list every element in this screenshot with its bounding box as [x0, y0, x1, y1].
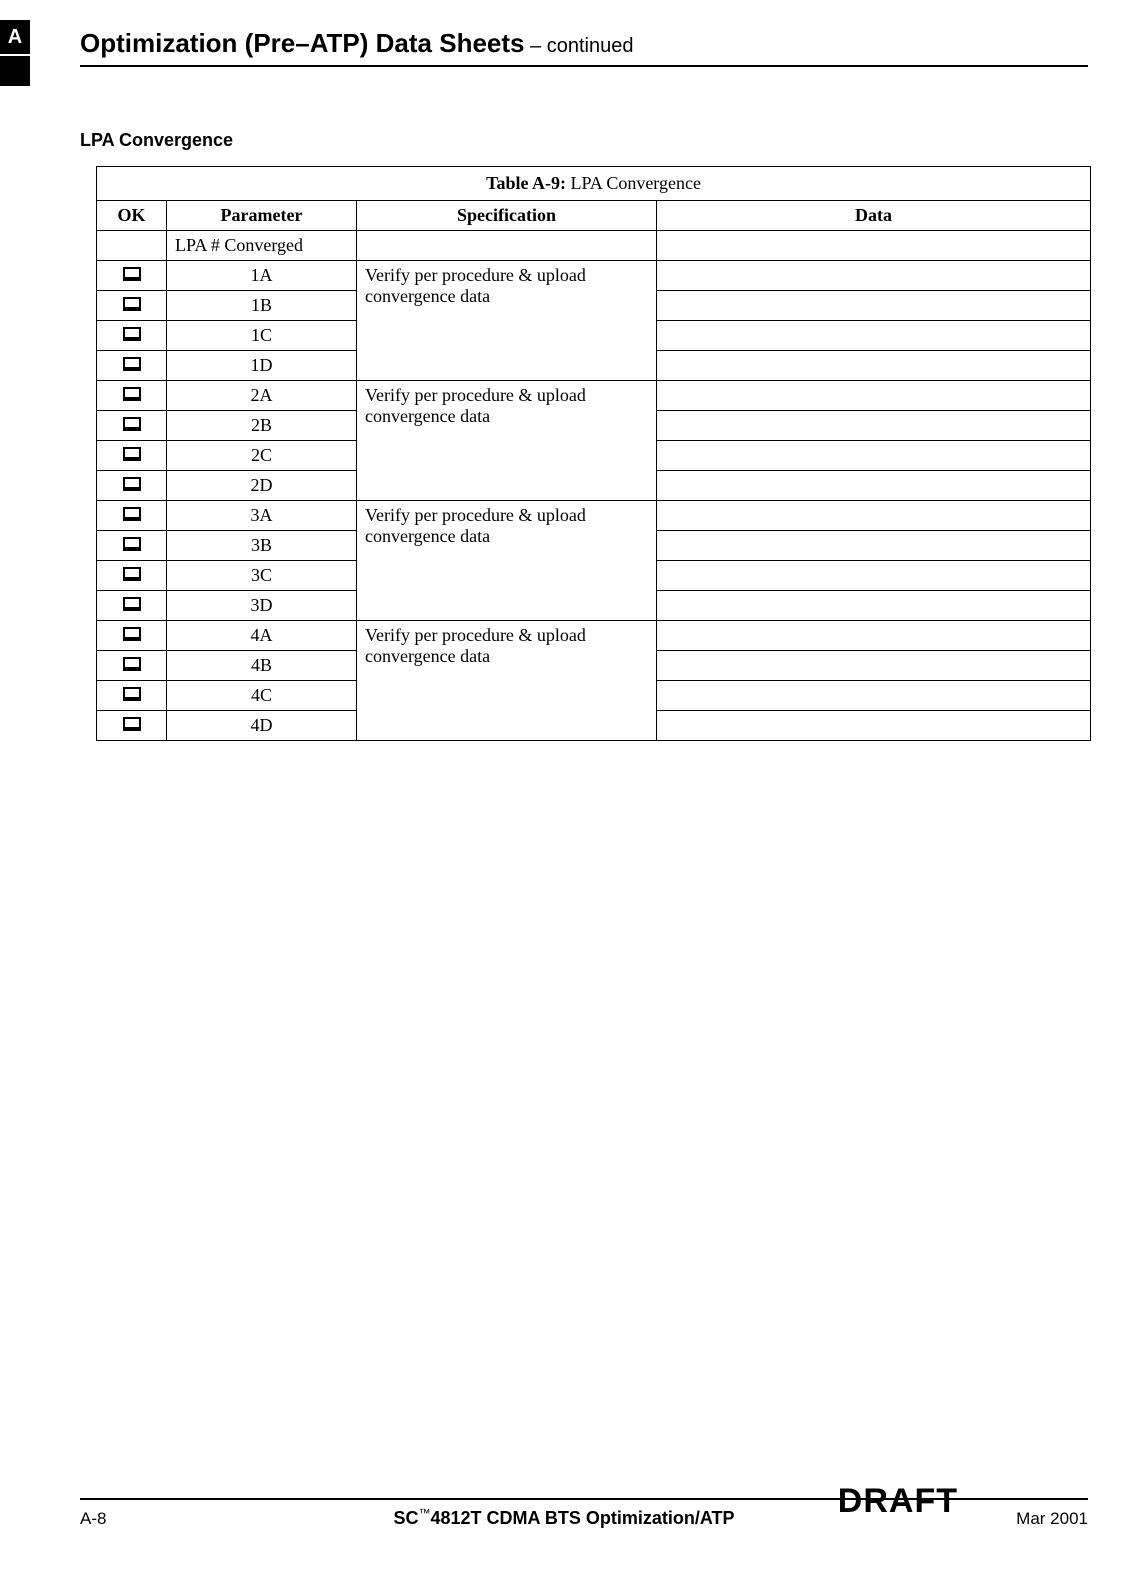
table-cell-parameter: 4C — [167, 681, 357, 711]
table-cell-spec: Verify per procedure & upload convergenc… — [357, 621, 657, 741]
checkbox-cell[interactable] — [97, 291, 167, 321]
table-cell-data[interactable] — [657, 621, 1091, 651]
checkbox-cell[interactable] — [97, 321, 167, 351]
table-cell-data[interactable] — [657, 411, 1091, 441]
col-specification: Specification — [357, 201, 657, 231]
table-cell-parameter: 2C — [167, 441, 357, 471]
table-cell-spec: Verify per procedure & upload convergenc… — [357, 261, 657, 381]
checkbox-icon — [123, 627, 141, 641]
checkbox-cell[interactable] — [97, 561, 167, 591]
table-cell-parameter: 4D — [167, 711, 357, 741]
col-data: Data — [657, 201, 1091, 231]
checkbox-cell[interactable] — [97, 711, 167, 741]
table-cell-data[interactable] — [657, 471, 1091, 501]
lpa-convergence-table: Table A-9: LPA Convergence OK Parameter … — [96, 166, 1091, 741]
table-cell-data[interactable] — [657, 381, 1091, 411]
table-cell-parameter: 2B — [167, 411, 357, 441]
table-cell-spec — [357, 231, 657, 261]
table-cell-parameter: LPA # Converged — [167, 231, 357, 261]
table-cell-parameter: 4B — [167, 651, 357, 681]
table-cell-data — [657, 231, 1091, 261]
checkbox-icon — [123, 537, 141, 551]
col-ok: OK — [97, 201, 167, 231]
checkbox-cell[interactable] — [97, 621, 167, 651]
checkbox-icon — [123, 327, 141, 341]
col-parameter: Parameter — [167, 201, 357, 231]
table-cell-parameter: 3C — [167, 561, 357, 591]
checkbox-icon — [123, 417, 141, 431]
table-cell-ok — [97, 231, 167, 261]
table-cell-data[interactable] — [657, 321, 1091, 351]
table-cell-spec: Verify per procedure & upload convergenc… — [357, 381, 657, 501]
table-cell-data[interactable] — [657, 651, 1091, 681]
checkbox-icon — [123, 597, 141, 611]
checkbox-cell[interactable] — [97, 351, 167, 381]
table-cell-data[interactable] — [657, 681, 1091, 711]
checkbox-cell[interactable] — [97, 531, 167, 561]
table-cell-data[interactable] — [657, 711, 1091, 741]
appendix-tab: A — [0, 20, 30, 54]
table-cell-parameter: 4A — [167, 621, 357, 651]
footer-page-number: A-8 — [80, 1509, 140, 1529]
table-cell-parameter: 3D — [167, 591, 357, 621]
table-cell-parameter: 1A — [167, 261, 357, 291]
table-cell-data[interactable] — [657, 291, 1091, 321]
footer-rest: 4812T CDMA BTS Optimization/ATP — [430, 1508, 734, 1528]
section-title: LPA Convergence — [80, 130, 233, 151]
checkbox-cell[interactable] — [97, 591, 167, 621]
table-cell-data[interactable] — [657, 591, 1091, 621]
table-cell-parameter: 3A — [167, 501, 357, 531]
checkbox-cell[interactable] — [97, 471, 167, 501]
table-cell-parameter: 1C — [167, 321, 357, 351]
checkbox-cell[interactable] — [97, 651, 167, 681]
table-cell-data[interactable] — [657, 351, 1091, 381]
page-header: Optimization (Pre–ATP) Data Sheets – con… — [80, 28, 1088, 75]
checkbox-icon — [123, 297, 141, 311]
checkbox-icon — [123, 507, 141, 521]
checkbox-cell[interactable] — [97, 681, 167, 711]
table-caption-text: LPA Convergence — [566, 173, 701, 193]
table-cell-parameter: 1B — [167, 291, 357, 321]
table-cell-data[interactable] — [657, 501, 1091, 531]
checkbox-cell[interactable] — [97, 261, 167, 291]
footer-date: Mar 2001 — [988, 1509, 1088, 1529]
table-cell-data[interactable] — [657, 561, 1091, 591]
table-cell-parameter: 3B — [167, 531, 357, 561]
checkbox-cell[interactable] — [97, 501, 167, 531]
checkbox-icon — [123, 447, 141, 461]
header-suffix: – continued — [525, 35, 634, 57]
table-cell-spec: Verify per procedure & upload convergenc… — [357, 501, 657, 621]
checkbox-icon — [123, 657, 141, 671]
checkbox-icon — [123, 357, 141, 371]
table-cell-data[interactable] — [657, 261, 1091, 291]
footer-prefix: SC — [393, 1508, 418, 1528]
checkbox-icon — [123, 687, 141, 701]
header-title: Optimization (Pre–ATP) Data Sheets — [80, 28, 525, 58]
table-cell-parameter: 1D — [167, 351, 357, 381]
header-rule — [80, 65, 1088, 67]
checkbox-icon — [123, 267, 141, 281]
draft-watermark: DRAFT — [838, 1482, 958, 1521]
table-cell-data[interactable] — [657, 441, 1091, 471]
table-caption: Table A-9: LPA Convergence — [97, 167, 1091, 201]
checkbox-cell[interactable] — [97, 411, 167, 441]
black-square-marker — [0, 56, 30, 86]
page-footer: A-8 SC™4812T CDMA BTS Optimization/ATP M… — [80, 1490, 1088, 1529]
table-cell-parameter: 2D — [167, 471, 357, 501]
tm-icon: ™ — [418, 1506, 430, 1520]
checkbox-cell[interactable] — [97, 381, 167, 411]
checkbox-cell[interactable] — [97, 441, 167, 471]
checkbox-icon — [123, 387, 141, 401]
table-cell-data[interactable] — [657, 531, 1091, 561]
table-caption-prefix: Table A-9: — [486, 173, 566, 193]
checkbox-icon — [123, 477, 141, 491]
table-cell-parameter: 2A — [167, 381, 357, 411]
checkbox-icon — [123, 717, 141, 731]
checkbox-icon — [123, 567, 141, 581]
